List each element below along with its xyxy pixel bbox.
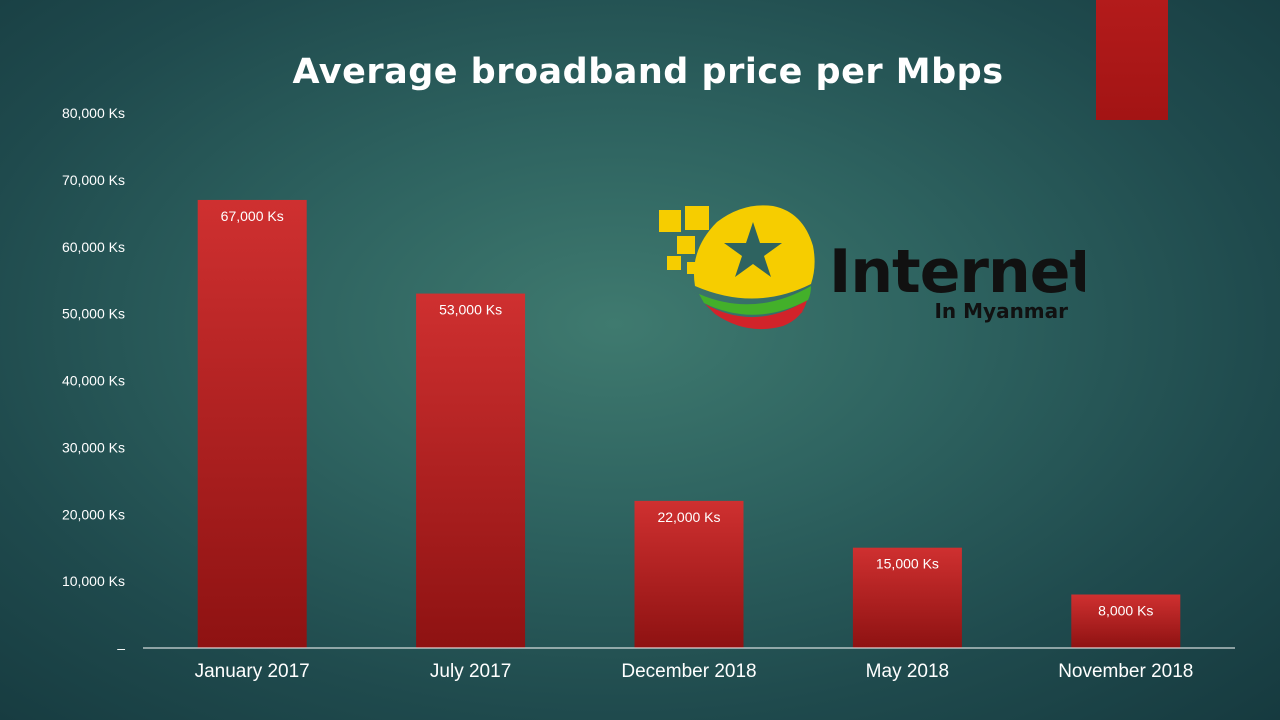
y-tick-label: – — [117, 640, 125, 656]
y-tick-label: 20,000 Ks — [62, 506, 125, 522]
bars: 67,000 Ks 53,000 Ks 22,000 Ks 15,000 Ks 8,00… — [197, 199, 1181, 648]
logo-pixel — [677, 236, 695, 254]
bar — [416, 293, 526, 648]
logo-globe-green-band — [699, 286, 811, 315]
data-label: 15,000 Ks — [876, 556, 939, 572]
x-tick-label: December 2018 — [621, 661, 756, 682]
logo-pixel — [685, 206, 709, 230]
y-tick-label: 10,000 Ks — [62, 573, 125, 589]
y-axis: – 10,000 Ks 20,000 Ks 30,000 Ks 40,000 Ks 50,… — [62, 105, 125, 656]
logo-subtitle: In Myanmar — [934, 299, 1068, 323]
x-tick-label: January 2017 — [195, 661, 310, 682]
y-tick-label: 40,000 Ks — [62, 373, 125, 389]
logo-globe-red-band — [705, 300, 807, 330]
bar — [1071, 594, 1181, 648]
x-tick-label: July 2017 — [430, 661, 511, 682]
bar — [852, 547, 962, 648]
star-icon — [724, 222, 782, 277]
y-tick-label: 60,000 Ks — [62, 239, 125, 255]
decorative-red-bar — [1096, 0, 1168, 120]
bar — [197, 199, 307, 648]
internet-in-myanmar-logo: Internet In Myanmar — [659, 205, 1085, 330]
chart-title: Average broadband price per Mbps — [292, 52, 1004, 92]
logo-pixel — [659, 210, 681, 232]
data-label: 8,000 Ks — [1098, 603, 1153, 619]
y-tick-label: 80,000 Ks — [62, 105, 125, 121]
x-tick-label: May 2018 — [866, 661, 949, 682]
y-tick-label: 50,000 Ks — [62, 306, 125, 322]
logo-word: Internet — [829, 237, 1085, 307]
bar — [634, 500, 744, 648]
data-label: 22,000 Ks — [657, 509, 720, 525]
x-axis: January 2017 July 2017 December 2018 May 20… — [195, 661, 1194, 682]
logo-pixel — [667, 256, 681, 270]
x-tick-label: November 2018 — [1058, 661, 1193, 682]
y-tick-label: 70,000 Ks — [62, 172, 125, 188]
data-label: 67,000 Ks — [221, 208, 284, 224]
data-label: 53,000 Ks — [439, 302, 502, 318]
y-tick-label: 30,000 Ks — [62, 439, 125, 455]
